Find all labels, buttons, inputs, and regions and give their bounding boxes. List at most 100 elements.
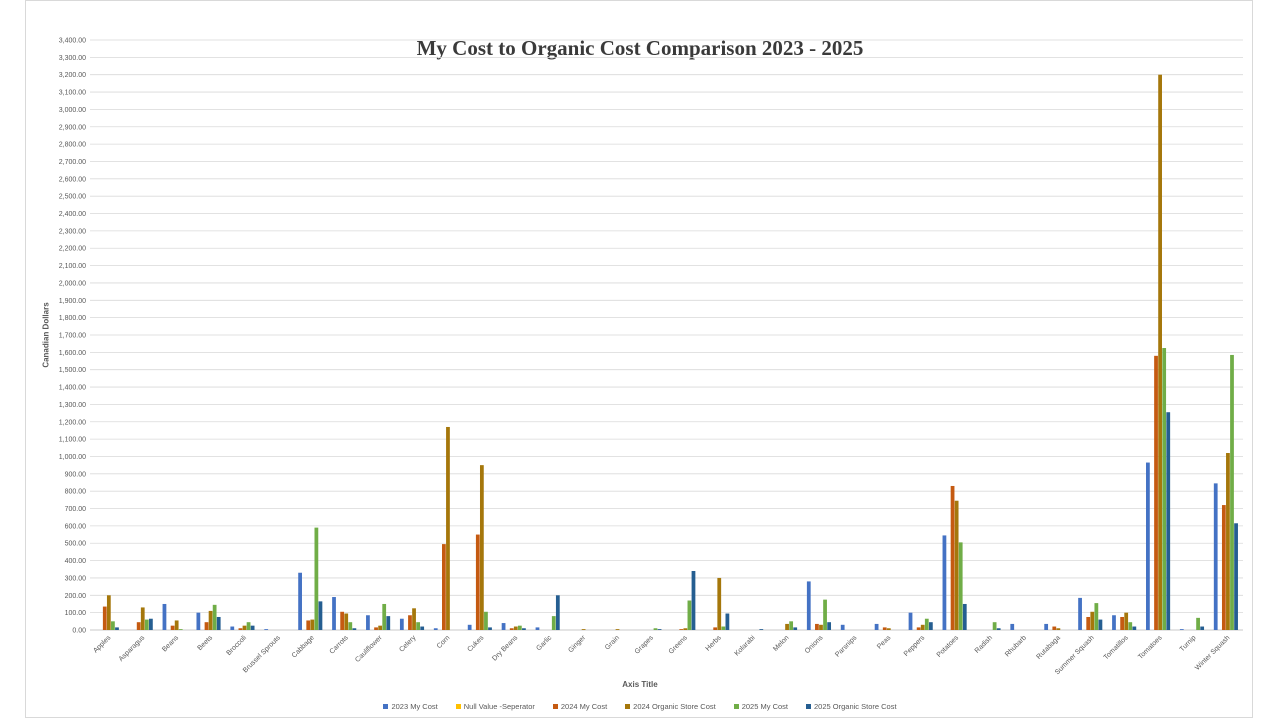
bar xyxy=(1132,626,1137,630)
bar xyxy=(823,599,827,630)
bar xyxy=(1234,523,1238,630)
bar xyxy=(382,603,387,630)
bar xyxy=(196,612,201,630)
y-tick-label: 1,700.00 xyxy=(59,333,86,340)
bar xyxy=(535,627,540,630)
legend-item: 2024 My Cost xyxy=(552,702,608,711)
bar xyxy=(170,625,175,630)
bar xyxy=(479,465,484,630)
legend-label: 2024 My Cost xyxy=(560,702,608,711)
legend-item: 2023 My Cost xyxy=(383,702,438,711)
bars xyxy=(102,74,1238,631)
bar xyxy=(416,622,421,630)
x-tick-label: Grain xyxy=(604,634,621,651)
bar xyxy=(310,619,315,630)
bar xyxy=(446,426,450,630)
bar xyxy=(162,603,167,630)
bar xyxy=(230,626,235,630)
bar xyxy=(886,628,891,630)
x-tick-label: Cabbage xyxy=(291,634,316,659)
bar xyxy=(806,581,811,630)
bar xyxy=(246,622,251,630)
bar xyxy=(1146,462,1150,630)
bar xyxy=(717,577,722,630)
bar xyxy=(819,624,823,630)
bar xyxy=(1010,623,1015,630)
bar xyxy=(433,628,438,630)
bar xyxy=(484,611,488,630)
x-tick-label: Corn xyxy=(436,634,452,650)
y-tick-label: 1,300.00 xyxy=(59,402,86,409)
bar xyxy=(250,625,255,630)
y-tick-label: 3,200.00 xyxy=(59,72,86,79)
bar xyxy=(679,629,684,630)
legend-swatch xyxy=(552,704,558,709)
bar xyxy=(1112,615,1116,630)
bar xyxy=(442,544,446,630)
legend-swatch xyxy=(455,704,461,709)
bar xyxy=(827,622,832,630)
x-tick-label: Onions xyxy=(804,634,825,655)
bar xyxy=(958,542,963,630)
bar xyxy=(657,629,662,630)
bar xyxy=(1154,355,1158,630)
bar xyxy=(950,485,955,630)
chart-frame xyxy=(25,0,1253,718)
x-tick-label: Rutabaga xyxy=(1035,634,1061,660)
bar xyxy=(111,621,115,630)
y-tick-label: 2,400.00 xyxy=(59,211,86,218)
x-tick-label: Rhubarb xyxy=(1004,634,1028,658)
legend-swatch xyxy=(733,704,739,709)
y-tick-label: 2,800.00 xyxy=(59,142,86,149)
bar xyxy=(522,628,526,630)
bar xyxy=(1044,623,1049,630)
y-tick-label: 1,000.00 xyxy=(59,454,86,461)
bar xyxy=(1120,616,1125,630)
x-axis-labels: Apples Asparagus Beans Beets BroccoliBrussel… xyxy=(92,634,1231,676)
x-tick-label: Melon xyxy=(772,634,791,653)
y-tick-label: 300.00 xyxy=(65,575,87,582)
y-tick-label: 3,100.00 xyxy=(59,90,86,97)
x-tick-label: Asparagus xyxy=(118,634,147,663)
bar xyxy=(378,625,383,630)
bar xyxy=(178,629,183,630)
bar xyxy=(212,604,217,630)
legend-swatch xyxy=(806,704,811,709)
bar xyxy=(314,527,319,630)
x-tick-label: Kolarabi xyxy=(734,634,757,657)
legend-item: 2025 Organic Store Cost xyxy=(806,702,897,711)
y-tick-label: 800.00 xyxy=(65,489,87,496)
bar xyxy=(344,613,349,630)
bar xyxy=(208,610,213,630)
bar xyxy=(366,615,370,630)
legend-item: 2024 Organic Store Cost xyxy=(625,702,716,711)
bar xyxy=(420,626,425,630)
bar xyxy=(1098,619,1103,630)
y-tick-label: 200.00 xyxy=(65,593,87,600)
legend-label: 2025 Organic Store Cost xyxy=(814,702,897,711)
gridlines xyxy=(90,39,1243,631)
bar xyxy=(318,601,323,630)
bar xyxy=(238,628,243,630)
x-tick-label: Carrots xyxy=(329,634,351,656)
legend-label: 2025 My Cost xyxy=(741,702,788,711)
y-tick-label: 3,400.00 xyxy=(59,38,86,45)
x-tick-label: Tomatillos xyxy=(1103,634,1130,661)
bar xyxy=(467,624,472,630)
bar xyxy=(683,628,688,630)
bar xyxy=(204,622,209,630)
x-tick-label: Beets xyxy=(196,634,214,652)
bar xyxy=(793,627,798,630)
bar xyxy=(408,615,412,630)
bar xyxy=(340,611,345,630)
bar xyxy=(687,600,692,630)
bar xyxy=(1179,629,1184,630)
bar xyxy=(725,613,730,630)
bar xyxy=(815,623,819,630)
bar xyxy=(615,629,620,630)
bar xyxy=(174,620,179,630)
x-tick-label: Celery xyxy=(398,634,418,654)
y-tick-label: 1,400.00 xyxy=(59,385,86,392)
bar xyxy=(1230,354,1234,630)
